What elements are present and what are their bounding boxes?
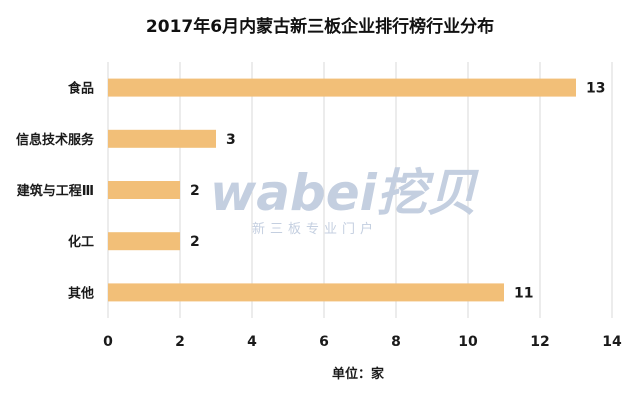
data-label: 2 [190,234,200,250]
x-tick-label: 6 [319,334,329,350]
bar [108,129,216,148]
data-label: 3 [226,132,236,148]
bar [108,283,504,302]
bar [108,232,180,251]
bars-layer [108,78,576,302]
watermark: wabei挖贝 新三板专业门户 [210,164,480,237]
x-tick-label: 14 [602,334,622,350]
labels-layer: 0 2 4 6 8 10 12 14 食品 13 信息技术服务 3 建筑与工程Ⅲ 2 化工 2 其他 11 [16,81,622,350]
x-tick-label: 8 [391,334,401,350]
x-tick-label: 10 [458,334,478,350]
category-label: 化工 [68,234,94,250]
bar [108,78,576,97]
bar [108,181,180,199]
watermark-tagline: 新三板专业门户 [252,221,378,237]
watermark-brand: wabei挖贝 [210,164,480,222]
category-label: 其他 [68,285,94,301]
x-tick-label: 4 [247,334,257,350]
category-label: 建筑与工程Ⅲ [17,183,94,199]
x-axis-title: 单位：家 [332,366,385,382]
x-tick-label: 0 [103,334,113,350]
category-label: 食品 [68,81,94,97]
chart-title: 2017年6月内蒙古新三板企业排行榜行业分布 [145,17,495,37]
x-tick-label: 2 [175,334,185,350]
category-label: 信息技术服务 [16,132,95,148]
data-label: 2 [190,183,200,199]
x-tick-label: 12 [530,334,549,350]
data-label: 11 [514,285,533,301]
data-label: 13 [586,81,605,97]
